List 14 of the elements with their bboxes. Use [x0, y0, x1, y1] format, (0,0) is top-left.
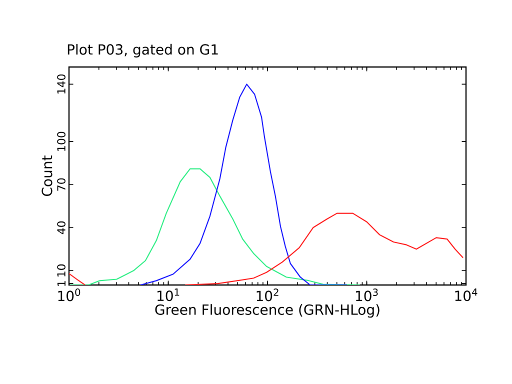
y-tick-label: 140 — [57, 74, 66, 94]
y-tick-label: 100 — [57, 132, 66, 151]
y-tick-label: 10 — [57, 264, 66, 276]
x-tick-label: 10$^{1}$ — [158, 288, 180, 302]
x-tick-label: 10$^{4}$ — [455, 288, 478, 302]
x-axis-title: Green Fluorescence (GRN-HLog) — [155, 304, 380, 318]
x-tick-label: 10$^{0}$ — [58, 288, 80, 302]
x-tick-label: 10$^{3}$ — [356, 288, 378, 302]
y-tick-label: 70 — [57, 178, 66, 191]
y-tick-label: 1 — [57, 281, 66, 286]
y-tick-label: 40 — [57, 221, 66, 234]
y-axis-title: Count — [42, 156, 52, 196]
x-tick-label: 10$^{2}$ — [256, 288, 278, 302]
chart-title: Plot P03, gated on G1 — [68, 44, 218, 58]
